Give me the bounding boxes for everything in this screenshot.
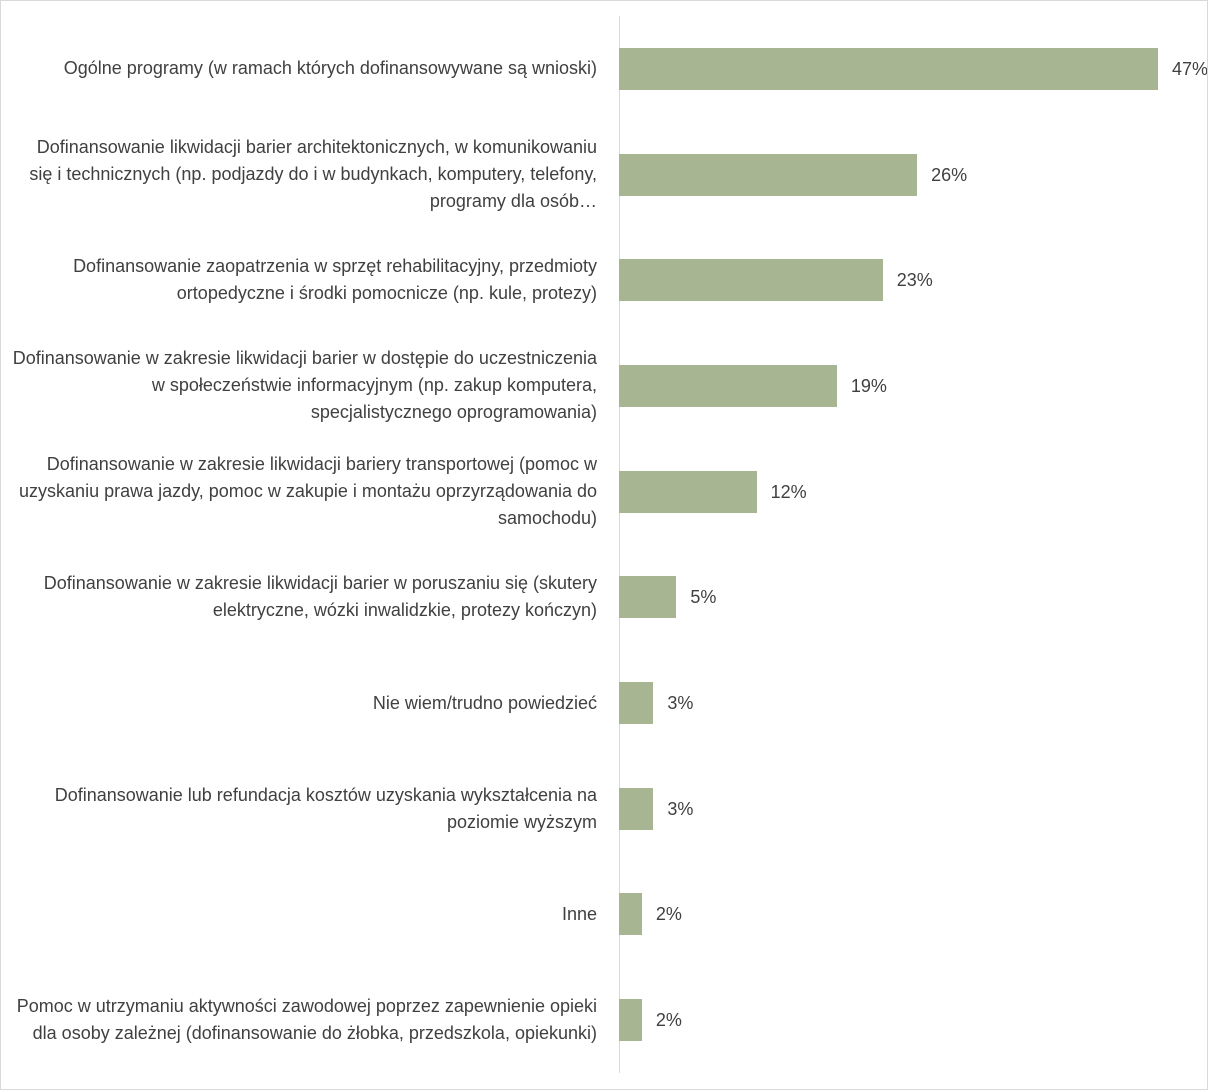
category-label-text: Dofinansowanie w zakresie likwidacji bar… [12, 348, 597, 423]
value-label: 47% [1172, 58, 1208, 79]
category-label: Dofinansowanie w zakresie likwidacji bar… [11, 333, 597, 439]
value-label: 5% [690, 587, 717, 608]
value-label: 3% [667, 693, 694, 714]
bar [619, 47, 1158, 90]
value-label: 12% [770, 481, 807, 502]
value-label: 2% [655, 904, 682, 925]
category-label-text: Ogólne programy (w ramach których dofina… [63, 58, 597, 79]
category-label-text: Dofinansowanie w zakresie likwidacji bar… [43, 573, 597, 621]
category-label-text: Pomoc w utrzymaniu aktywności zawodowej … [16, 996, 597, 1044]
bar [619, 470, 757, 513]
category-label: Dofinansowanie lub refundacja kosztów uz… [11, 756, 597, 862]
category-label-text: Dofinansowanie lub refundacja kosztów uz… [54, 784, 597, 832]
category-label-text: Dofinansowanie zaopatrzenia w sprzęt reh… [73, 256, 597, 304]
category-label-text: Dofinansowanie likwidacji barier archite… [29, 137, 597, 212]
category-label: Dofinansowanie w zakresie likwidacji bar… [11, 545, 597, 651]
bar [619, 682, 654, 725]
category-label: Dofinansowanie zaopatrzenia w sprzęt reh… [11, 227, 597, 333]
bar [619, 576, 677, 619]
value-label: 3% [667, 798, 694, 819]
bar [619, 893, 642, 936]
bar [619, 259, 883, 302]
category-label-text: Nie wiem/trudno powiedzieć [372, 692, 597, 713]
bar [619, 364, 837, 407]
category-label: Ogólne programy (w ramach których dofina… [11, 16, 597, 122]
value-label: 2% [655, 1010, 682, 1031]
value-label: 23% [896, 270, 933, 291]
bar [619, 999, 642, 1042]
category-label: Pomoc w utrzymaniu aktywności zawodowej … [11, 967, 597, 1073]
bar [619, 153, 918, 196]
category-label-text: Dofinansowanie w zakresie likwidacji bar… [19, 454, 597, 529]
category-label-text: Inne [561, 903, 597, 924]
value-label: 19% [850, 375, 887, 396]
bar [619, 787, 654, 830]
category-axis [619, 16, 620, 1073]
category-label: Inne [11, 862, 597, 968]
value-label: 26% [931, 164, 968, 185]
category-label: Nie wiem/trudno powiedzieć [11, 650, 597, 756]
category-label: Dofinansowanie likwidacji barier archite… [11, 122, 597, 228]
category-label: Dofinansowanie w zakresie likwidacji bar… [11, 439, 597, 545]
